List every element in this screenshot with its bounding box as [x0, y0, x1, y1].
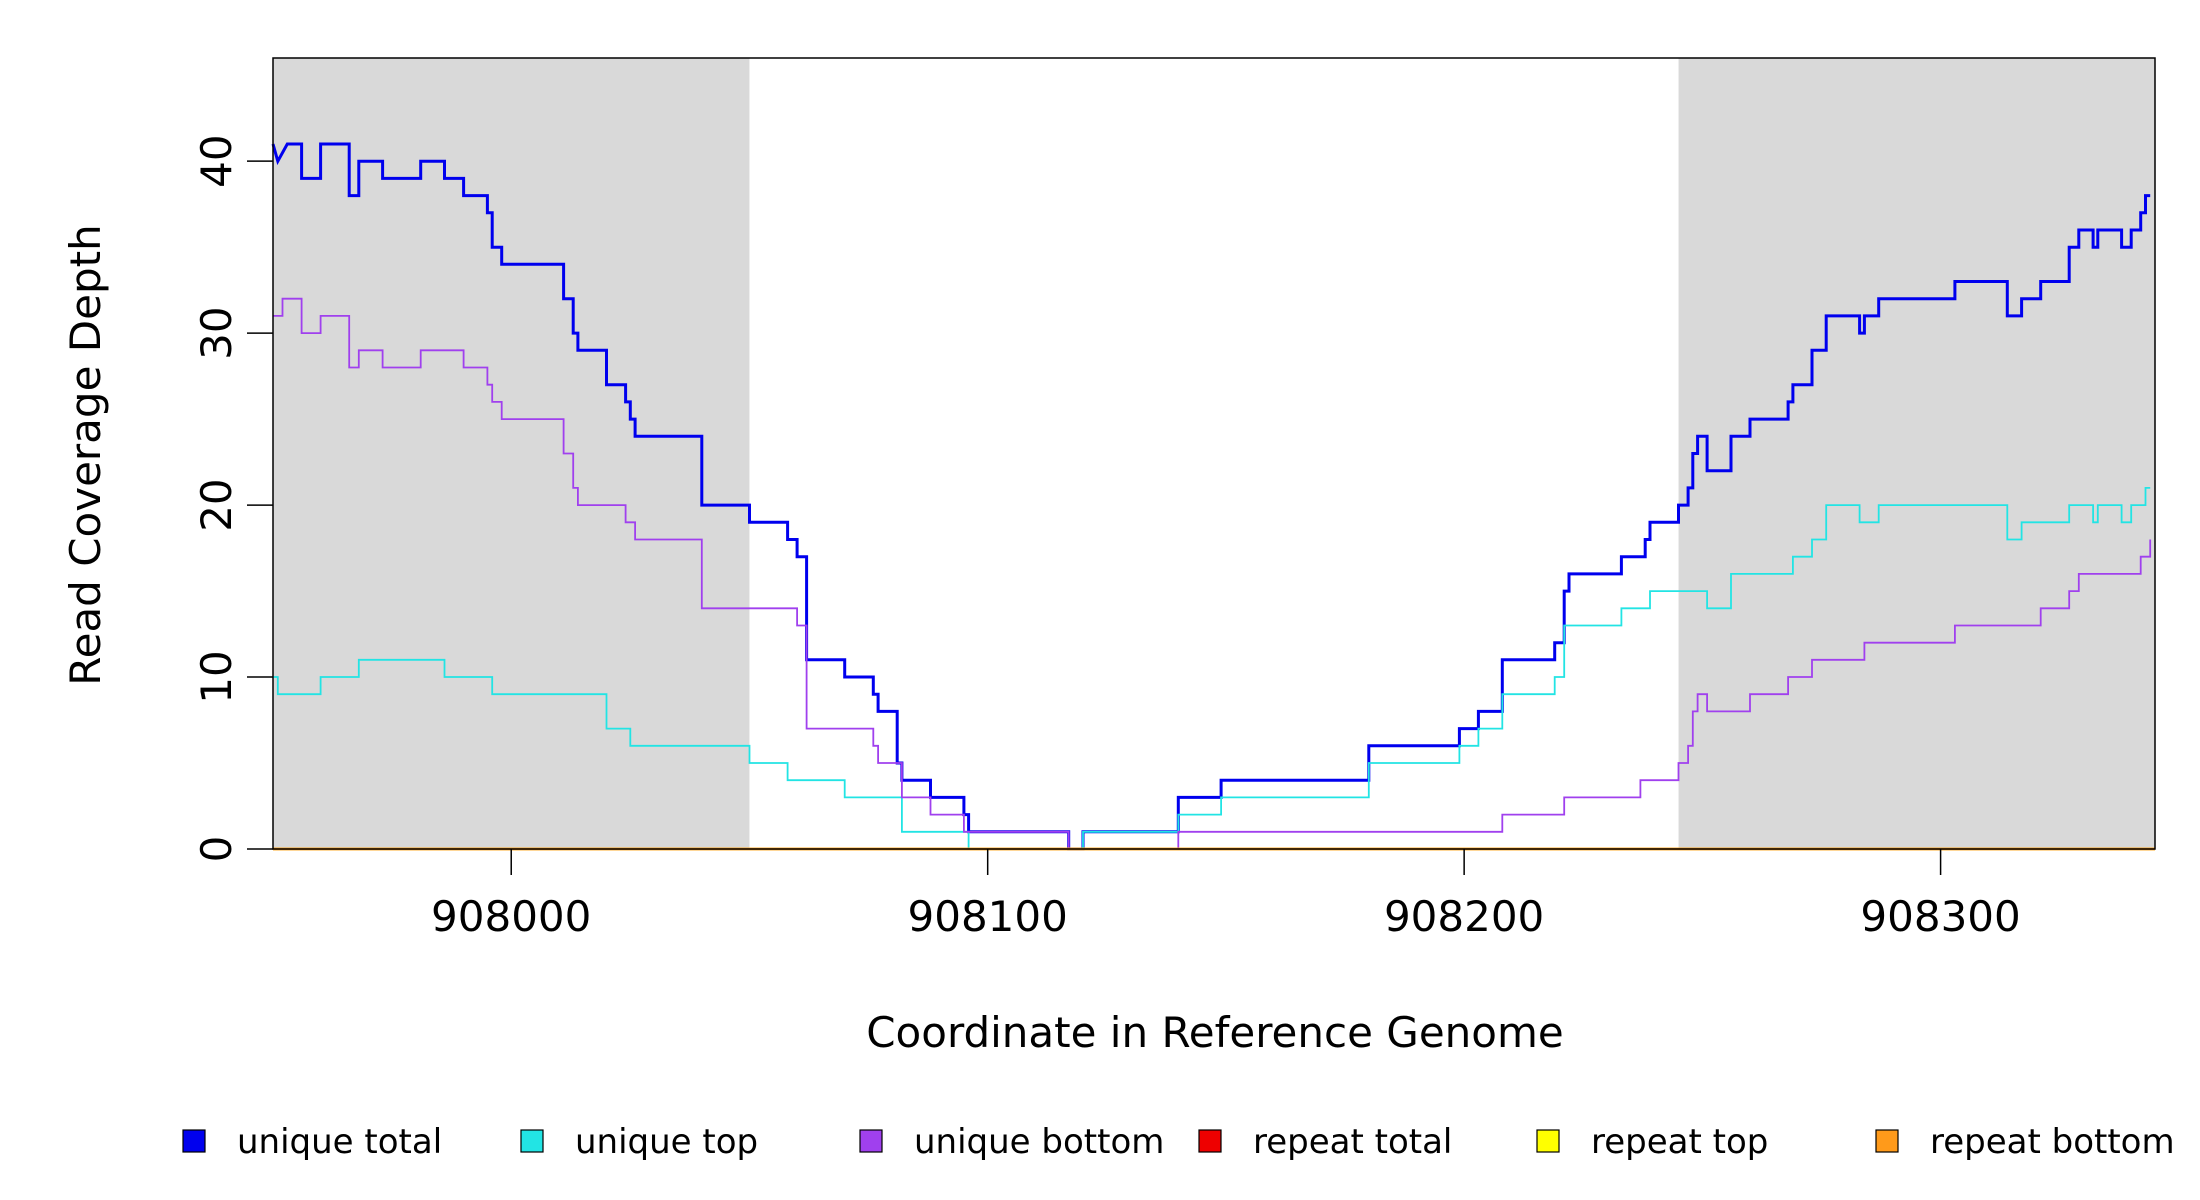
legend-swatch-unique-bottom	[859, 1129, 883, 1153]
x-tick-label: 908300	[1860, 892, 2020, 941]
y-tick-label: 30	[192, 306, 241, 359]
legend-swatch-repeat-total	[1198, 1129, 1222, 1153]
y-tick-label: 40	[192, 134, 241, 187]
legend-label-unique-top: unique top	[575, 1122, 758, 1162]
series-line-unique-total	[271, 142, 2151, 851]
legend: unique total unique top unique bottom repea…	[182, 1122, 2175, 1162]
series-line-unique-top	[273, 486, 2151, 850]
y-tick-label: 0	[192, 836, 241, 863]
y-tick-label: 20	[192, 478, 241, 531]
legend-swatch-repeat-top	[1536, 1129, 1560, 1153]
legend-swatch-unique-total	[182, 1129, 206, 1153]
plot-frame	[272, 57, 2156, 850]
axes: 908000 908100 908200 908300 0 10 20 30 40	[192, 134, 2021, 941]
legend-label-repeat-total: repeat total	[1253, 1122, 1452, 1162]
shaded-regions	[273, 58, 2155, 849]
legend-label-repeat-bottom: repeat bottom	[1930, 1122, 2175, 1162]
x-tick-label: 908000	[431, 892, 591, 941]
series-line-unique-bottom	[273, 297, 2152, 850]
legend-swatch-unique-top	[520, 1129, 544, 1153]
legend-label-repeat-top: repeat top	[1591, 1122, 1768, 1162]
x-tick-label: 908100	[908, 892, 1068, 941]
shaded-region-1	[273, 58, 750, 849]
legend-label-unique-bottom: unique bottom	[914, 1122, 1164, 1162]
legend-swatch-repeat-bottom	[1875, 1129, 1899, 1153]
x-axis-label: Coordinate in Reference Genome	[866, 1008, 1564, 1057]
y-tick-label: 10	[192, 650, 241, 703]
x-tick-label: 908200	[1384, 892, 1544, 941]
shaded-region-2	[1678, 58, 2155, 849]
legend-label-unique-total: unique total	[237, 1122, 442, 1162]
y-axis-label: Read Coverage Depth	[61, 224, 110, 685]
